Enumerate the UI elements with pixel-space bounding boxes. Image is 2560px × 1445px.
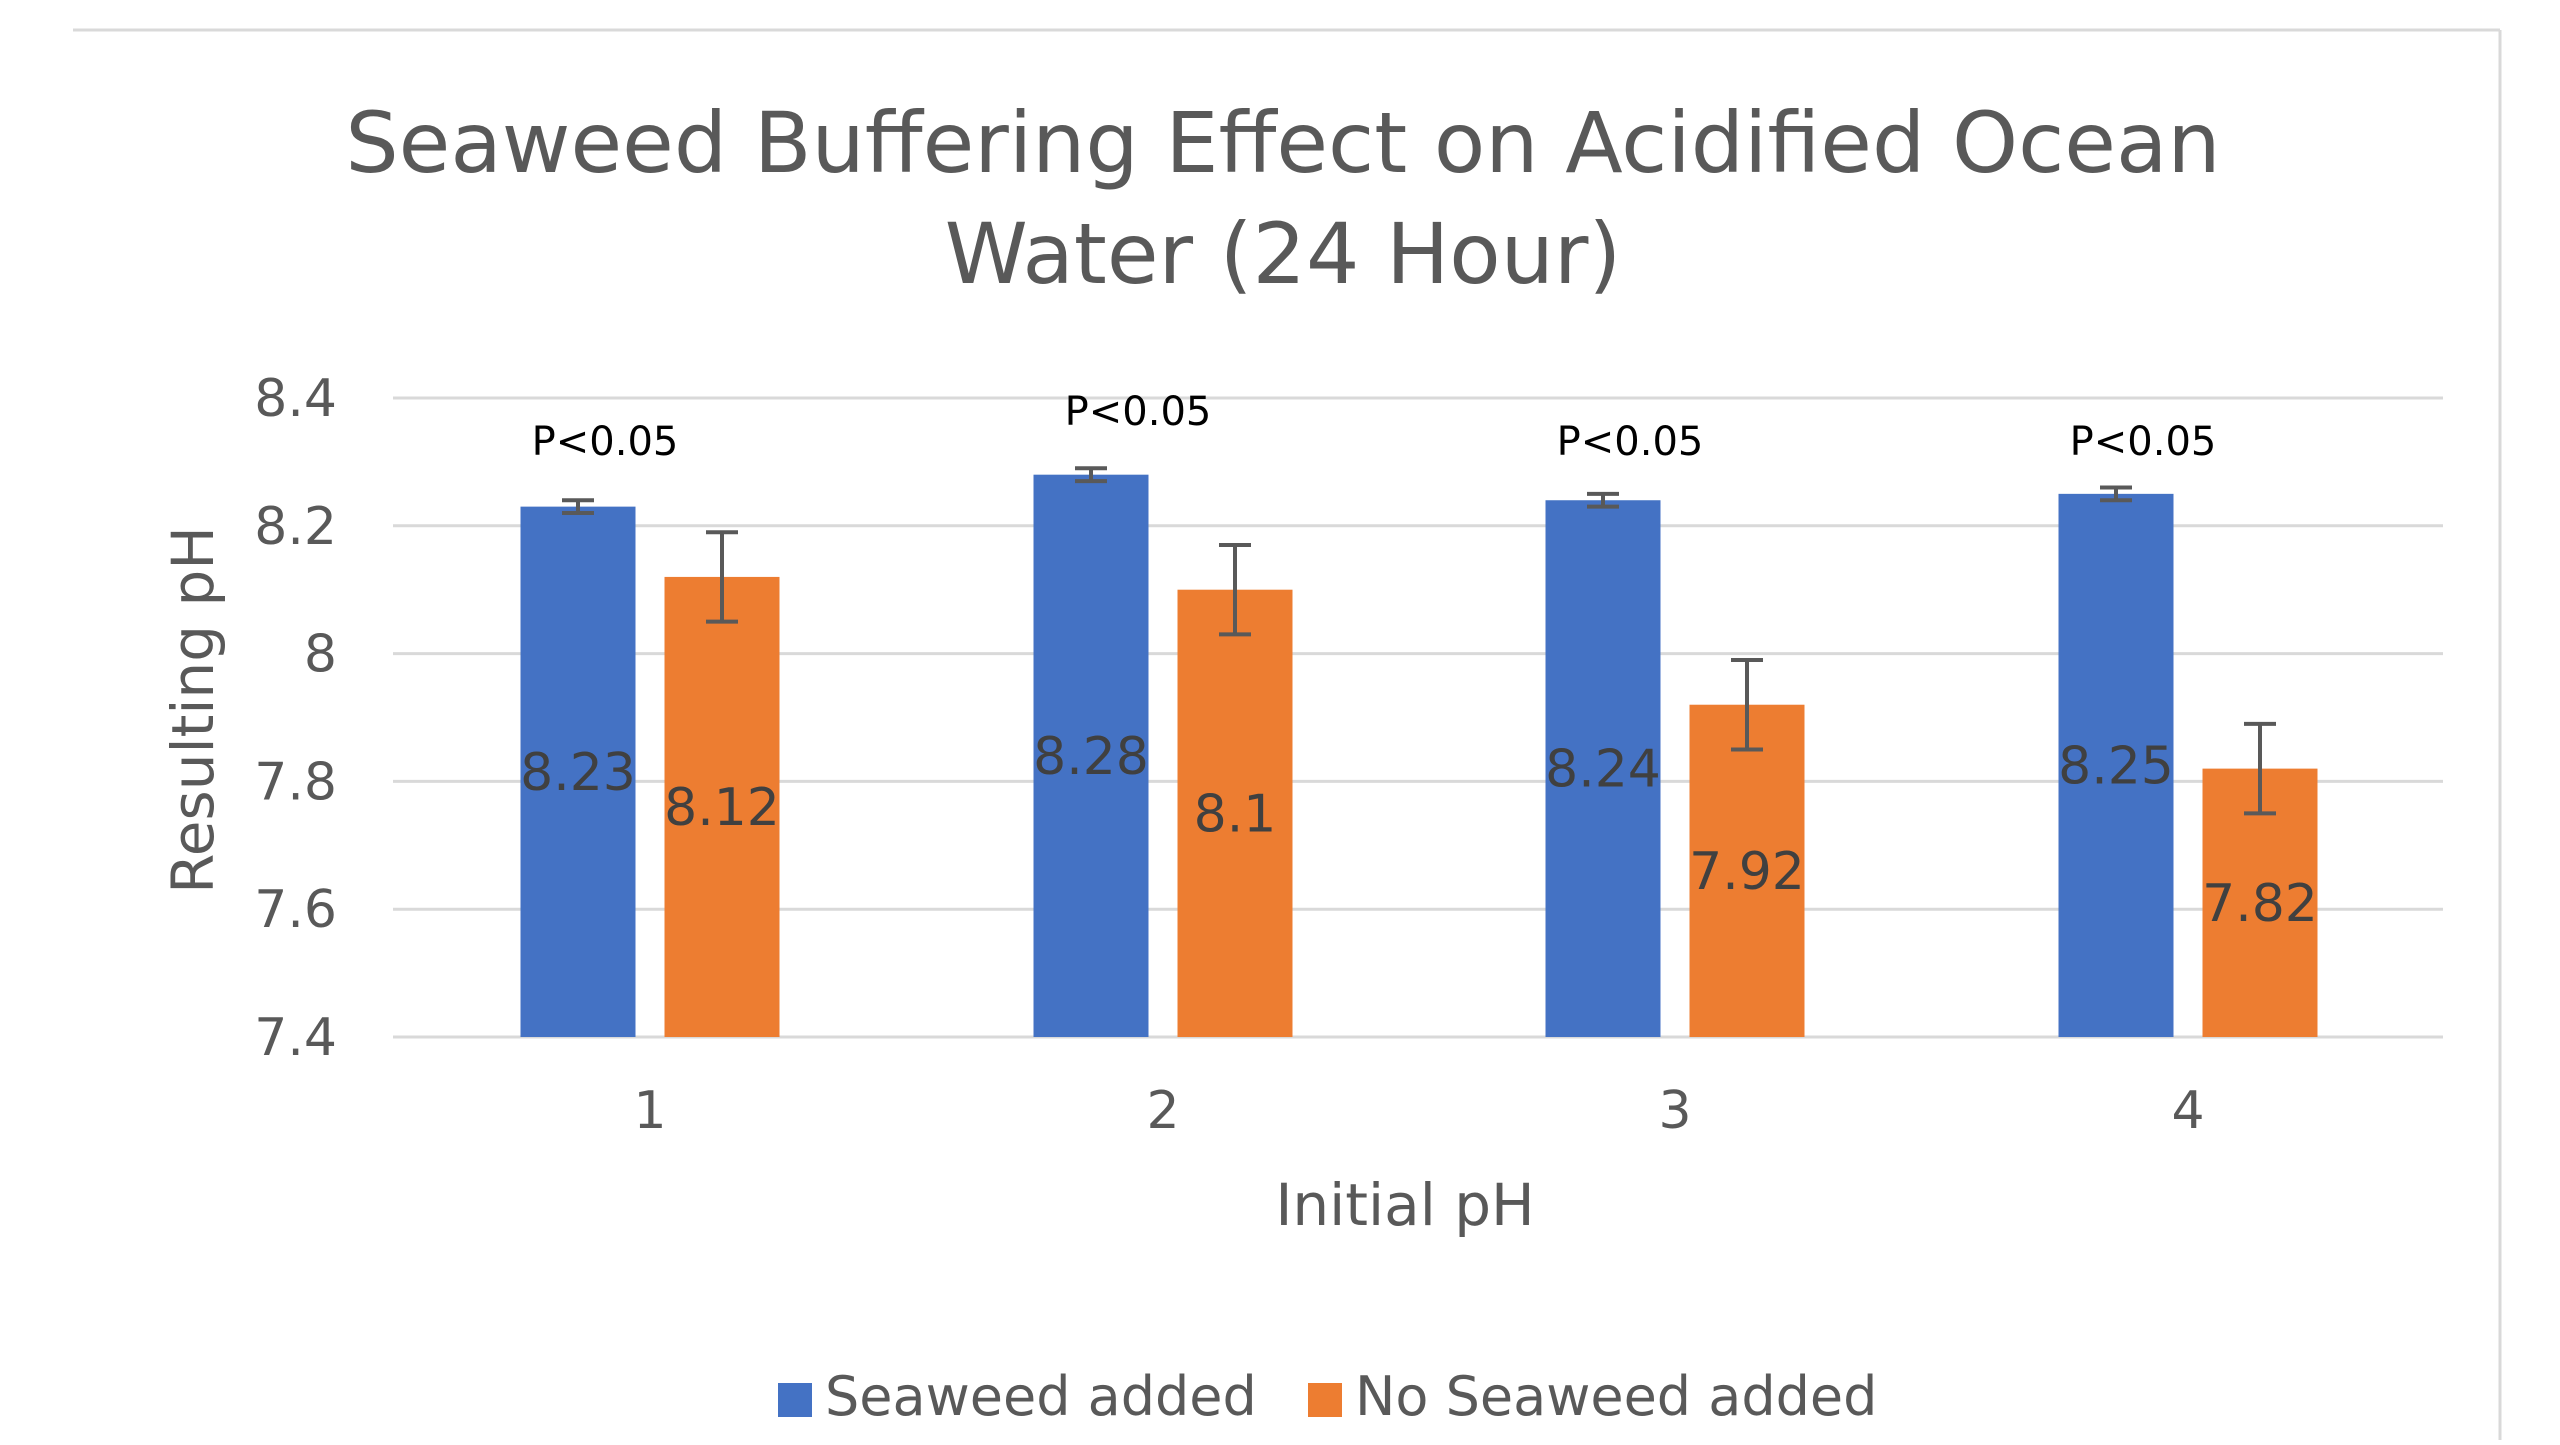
y-tick-label: 8 [304, 625, 337, 685]
legend-label: No Seaweed added [1355, 1365, 1877, 1428]
error-bar [2100, 485, 2132, 503]
chart-title-line-2: Water (24 Hour) [945, 205, 1621, 303]
data-label: 7.92 [1689, 842, 1805, 902]
data-label: 8.24 [1545, 740, 1661, 800]
chart-title-line-1: Seaweed Buffering Effect on Acidified Oc… [345, 94, 2220, 192]
y-tick-label: 7.8 [254, 752, 337, 812]
data-label: 7.82 [2202, 874, 2318, 934]
p-value-annotation: P<0.05 [2070, 419, 2217, 465]
p-value-annotation: P<0.05 [1065, 389, 1212, 435]
error-bar [1731, 657, 1763, 752]
y-tick-label: 8.4 [254, 369, 337, 429]
legend-item: No Seaweed added [1308, 1365, 1877, 1428]
significance-annotations: P<0.05 P<0.05 P<0.05 P<0.05 [532, 389, 2217, 465]
x-axis-ticks: 1 2 3 4 [633, 1081, 2204, 1141]
bar-no-seaweed-added [1177, 589, 1293, 1037]
y-axis-ticks: 7.4 7.6 7.8 8 8.2 8.4 [254, 369, 337, 1068]
x-axis-title: Initial pH [1275, 1171, 1534, 1239]
error-bar [1219, 542, 1251, 637]
legend-swatch [1308, 1383, 1342, 1417]
error-bars [562, 466, 2276, 816]
x-tick-label: 1 [633, 1081, 666, 1141]
error-bar [2244, 721, 2276, 816]
bars [520, 474, 2318, 1038]
data-label: 8.25 [2058, 736, 2174, 796]
data-label: 8.28 [1033, 727, 1149, 787]
data-labels: 8.23 8.28 8.24 8.25 8.12 8.1 7.92 7.82 [520, 727, 2318, 934]
error-bar [562, 498, 594, 516]
y-tick-label: 8.2 [254, 497, 337, 557]
error-bar [1075, 466, 1107, 484]
x-tick-label: 2 [1146, 1081, 1179, 1141]
bar-no-seaweed-added [1689, 704, 1805, 1037]
y-tick-label: 7.4 [254, 1008, 337, 1068]
data-label: 8.23 [520, 743, 636, 803]
error-bar [706, 530, 738, 624]
x-tick-label: 4 [2171, 1081, 2204, 1141]
data-label: 8.12 [664, 778, 780, 838]
y-axis-title: Resulting pH [159, 526, 227, 894]
bar-no-seaweed-added [664, 576, 780, 1037]
bar-seaweed-added [1033, 474, 1149, 1037]
bar-seaweed-added [2058, 493, 2174, 1038]
legend-swatch [778, 1383, 812, 1417]
legend-item: Seaweed added [778, 1365, 1257, 1428]
p-value-annotation: P<0.05 [1557, 419, 1704, 465]
p-value-annotation: P<0.05 [532, 419, 679, 465]
error-bar [1587, 491, 1619, 509]
legend: Seaweed added No Seaweed added [778, 1365, 1877, 1428]
bar-seaweed-added [1545, 500, 1661, 1037]
bar-seaweed-added [520, 506, 636, 1037]
data-label: 8.1 [1194, 784, 1277, 844]
legend-label: Seaweed added [825, 1365, 1257, 1428]
y-tick-label: 7.6 [254, 880, 337, 940]
x-tick-label: 3 [1658, 1081, 1691, 1141]
